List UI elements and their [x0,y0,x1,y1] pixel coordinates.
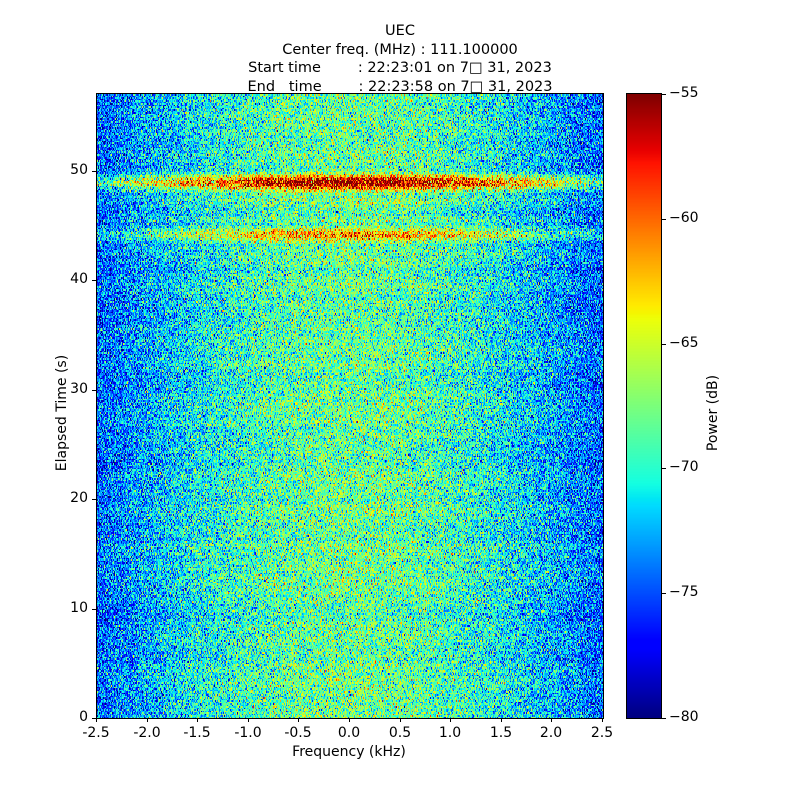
x-axis-tick-label: -2.0 [133,725,161,741]
x-axis-tick-label: 2.5 [590,725,614,741]
colorbar-tick-label: −80 [669,709,699,725]
colorbar-tick-mark [662,718,666,719]
y-axis-tick-label: 20 [70,490,88,507]
title-line-station: UEC [385,23,415,39]
x-axis-tick-mark [551,718,552,722]
y-axis-tick-mark [92,389,96,391]
x-axis-tick-mark [349,718,350,722]
title-line-center-freq: Center freq. (MHz) : 111.100000 [282,41,518,58]
colorbar-gradient [627,94,661,718]
colorbar-tick-label: −65 [669,334,699,351]
spectrogram-image [97,94,603,718]
x-axis-tick-mark [450,718,451,722]
x-axis-tick-label: -1.0 [234,725,262,741]
spectrogram-axes [96,93,604,719]
x-axis-tick-mark [197,718,198,722]
figure-title: UEC Center freq. (MHz) : 111.100000 Star… [0,22,800,96]
colorbar-tick-label: −55 [669,85,699,101]
y-axis-tick-label: 30 [70,380,88,397]
x-axis-tick-mark [248,718,249,722]
y-axis-tick-mark [92,280,96,282]
title-line-end-time: End time : 22:23:58 on 7□ 31, 2023 [247,78,553,95]
x-axis-tick-mark [96,718,97,722]
colorbar-label: Power (dB) [705,374,721,452]
colorbar-tick-mark [662,593,666,595]
title-line-start-time: Start time : 22:23:01 on 7□ 31, 2023 [248,60,552,76]
x-axis-label: Frequency (kHz) [292,744,406,760]
x-axis-tick-label: -0.5 [284,725,312,741]
x-axis-tick-mark [602,718,603,722]
x-axis-tick-label: 0.0 [337,725,361,741]
colorbar-tick-label: −70 [669,459,699,476]
colorbar-tick-mark [662,468,666,470]
y-axis-tick-mark [92,170,96,172]
colorbar [626,93,662,719]
x-axis-tick-label: 1.0 [438,725,462,741]
y-axis-tick-label: 0 [79,709,88,725]
x-axis-tick-label: -2.5 [82,725,110,741]
y-axis-tick-mark [92,608,96,610]
x-axis-tick-mark [400,718,401,722]
y-axis-tick-mark [92,718,96,719]
x-axis-tick-mark [501,718,502,722]
colorbar-tick-label: −75 [669,584,699,601]
x-axis-tick-label: 2.0 [539,725,563,741]
y-axis-tick-mark [92,499,96,501]
x-axis-tick-mark [147,718,148,722]
colorbar-tick-mark [662,218,666,220]
x-axis-tick-label: 0.5 [388,725,412,741]
y-axis-tick-label: 50 [70,161,88,178]
y-axis-tick-label: 40 [70,271,88,288]
x-axis-tick-mark [298,718,299,722]
y-axis-tick-label: 10 [70,599,88,616]
colorbar-tick-label: −60 [669,209,699,226]
x-axis-tick-label: -1.5 [183,725,211,741]
colorbar-tick-mark [662,94,666,95]
colorbar-tick-mark [662,343,666,345]
y-axis-label: Elapsed Time (s) [54,354,70,472]
x-axis-tick-label: 1.5 [489,725,513,741]
